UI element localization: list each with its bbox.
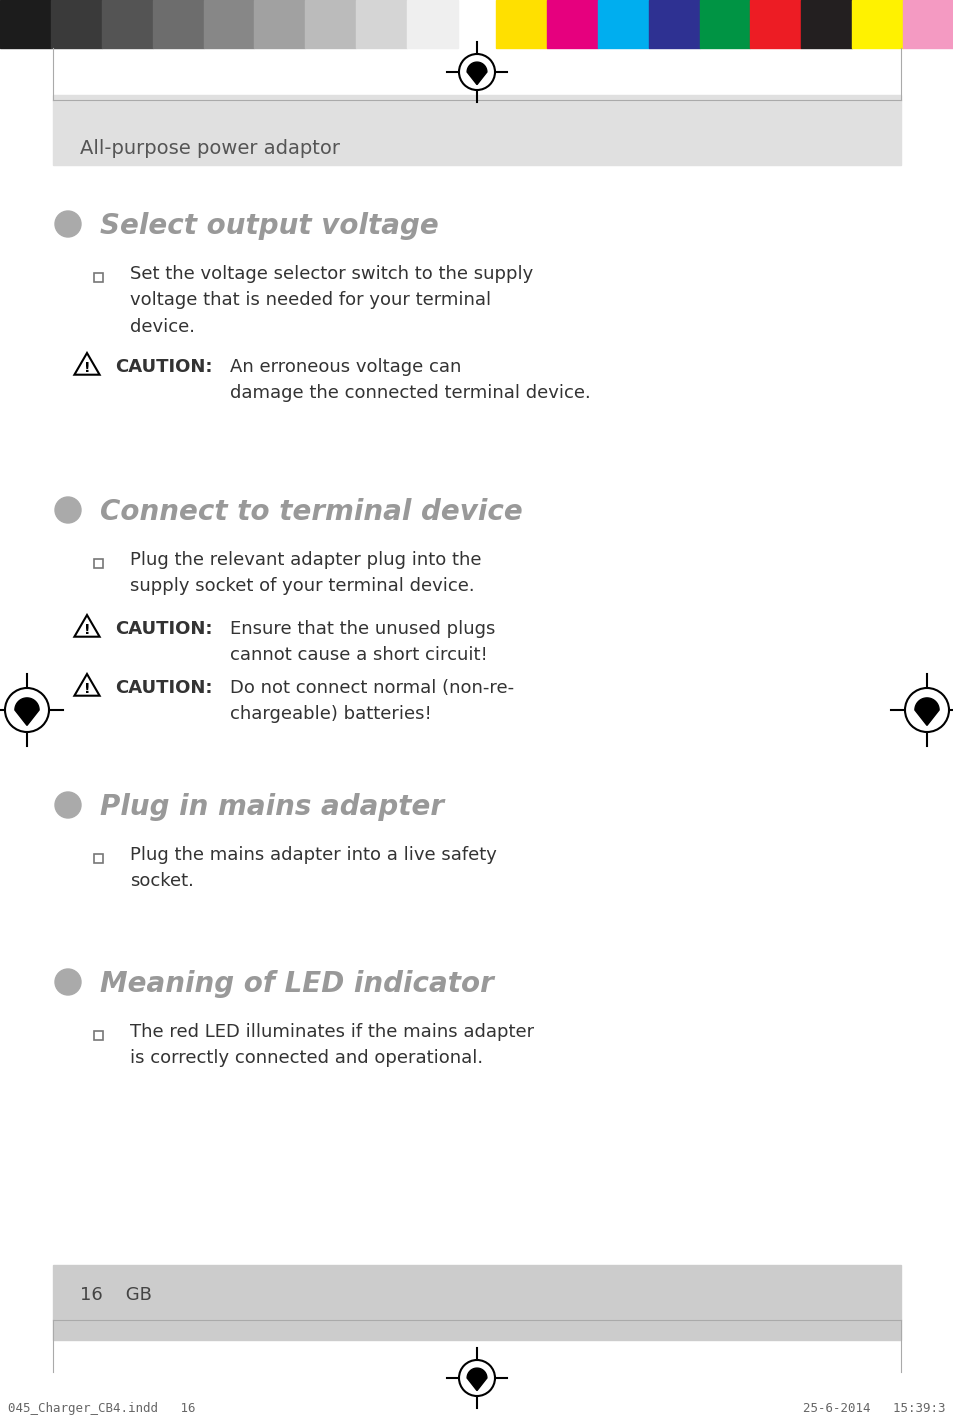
Bar (94, 853, 103, 862)
Text: !: ! (84, 623, 91, 638)
Bar (496, 0, 546, 48)
Text: Set the voltage selector switch to the supply
voltage that is needed for your te: Set the voltage selector switch to the s… (130, 266, 533, 335)
Text: CAUTION:: CAUTION: (115, 679, 213, 697)
Text: 25-6-2014   15:39:3: 25-6-2014 15:39:3 (802, 1402, 945, 1414)
Text: Plug in mains adapter: Plug in mains adapter (100, 792, 443, 821)
Bar (94, 558, 103, 568)
Bar (94, 1031, 103, 1039)
Text: Ensure that the unused plugs
cannot cause a short circuit!: Ensure that the unused plugs cannot caus… (230, 621, 495, 665)
Bar (305, 0, 355, 48)
Text: The red LED illuminates if the mains adapter
is correctly connected and operatio: The red LED illuminates if the mains ada… (130, 1022, 534, 1068)
Bar (902, 0, 953, 48)
Text: 16    GB: 16 GB (80, 1287, 152, 1304)
Text: 045_Charger_CB4.indd   16: 045_Charger_CB4.indd 16 (8, 1402, 195, 1414)
Text: !: ! (84, 362, 91, 375)
Text: CAUTION:: CAUTION: (115, 621, 213, 638)
Text: CAUTION:: CAUTION: (115, 358, 213, 376)
Bar (355, 0, 407, 48)
Bar (94, 273, 103, 281)
Circle shape (55, 792, 81, 818)
Text: Plug the mains adapter into a live safety
socket.: Plug the mains adapter into a live safet… (130, 846, 497, 890)
Bar (53, 95, 900, 165)
Bar (699, 0, 750, 48)
Bar (648, 0, 699, 48)
Text: Meaning of LED indicator: Meaning of LED indicator (100, 970, 494, 998)
Bar (0, 0, 51, 48)
Circle shape (55, 968, 81, 995)
Text: An erroneous voltage can
damage the connected terminal device.: An erroneous voltage can damage the conn… (230, 358, 590, 402)
Bar (51, 0, 102, 48)
Bar (53, 1265, 900, 1340)
Bar (598, 0, 648, 48)
Text: !: ! (84, 683, 91, 696)
Text: All-purpose power adaptor: All-purpose power adaptor (80, 139, 339, 158)
Circle shape (55, 497, 81, 523)
Bar (801, 0, 851, 48)
Text: Select output voltage: Select output voltage (100, 212, 438, 240)
Polygon shape (467, 62, 486, 85)
Bar (750, 0, 801, 48)
Bar (546, 0, 598, 48)
Bar (102, 0, 152, 48)
Polygon shape (15, 697, 39, 726)
Bar (152, 0, 203, 48)
Bar (203, 0, 254, 48)
Polygon shape (914, 697, 938, 726)
Bar (407, 0, 457, 48)
Text: Do not connect normal (non-re-
chargeable) batteries!: Do not connect normal (non-re- chargeabl… (230, 679, 514, 723)
Text: Connect to terminal device: Connect to terminal device (100, 498, 522, 525)
Bar (254, 0, 305, 48)
Polygon shape (467, 1367, 486, 1390)
Circle shape (55, 212, 81, 237)
Text: Plug the relevant adapter plug into the
supply socket of your terminal device.: Plug the relevant adapter plug into the … (130, 551, 481, 595)
Bar (851, 0, 902, 48)
